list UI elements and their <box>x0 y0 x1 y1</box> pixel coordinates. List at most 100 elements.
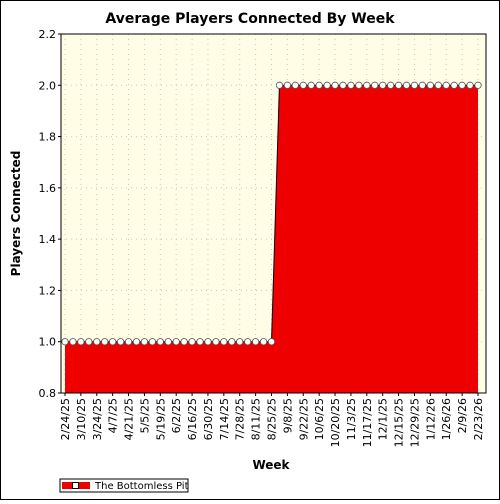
x-tick-label: 4/21/25 <box>123 398 136 440</box>
data-point <box>363 81 371 89</box>
data-point <box>109 338 117 346</box>
data-point <box>77 338 85 346</box>
y-tick-label: 1.6 <box>39 182 57 195</box>
data-point <box>387 81 395 89</box>
data-point <box>124 338 133 346</box>
data-point <box>148 338 156 346</box>
data-point <box>379 81 387 89</box>
x-tick-label: 8/25/25 <box>266 398 279 440</box>
x-axis: 2/24/25 3/10/25 3/24/25 4/7/25 4/21/25 5/5/25… <box>59 393 485 447</box>
data-point <box>371 81 379 89</box>
data-point <box>323 81 331 89</box>
data-point <box>267 338 276 346</box>
x-tick-label: 4/7/25 <box>107 398 120 433</box>
y-tick-label: 1.4 <box>39 233 57 246</box>
data-point <box>339 81 347 89</box>
data-point <box>69 338 77 346</box>
x-axis-label: Week <box>252 458 290 472</box>
data-point <box>355 81 363 89</box>
x-tick-label: 3/10/25 <box>75 398 88 440</box>
data-point <box>347 81 355 89</box>
x-tick-label: 8/11/25 <box>250 398 263 440</box>
data-point <box>188 338 196 346</box>
data-point <box>418 81 427 89</box>
y-axis-label: Players Connected <box>9 151 23 277</box>
x-tick-label: 12/1/25 <box>377 398 390 440</box>
x-tick-label: 10/6/25 <box>313 398 326 440</box>
data-point <box>220 338 228 346</box>
x-tick-label: 9/8/25 <box>281 398 294 433</box>
y-tick-label: 1.2 <box>39 284 57 297</box>
data-point <box>315 81 323 89</box>
data-point <box>331 81 339 89</box>
y-tick-label: 1.8 <box>39 131 57 144</box>
data-point <box>474 81 482 89</box>
legend-box <box>59 478 189 493</box>
x-tick-label: 5/5/25 <box>138 398 151 433</box>
data-point <box>164 338 172 346</box>
y-tick-label: 2.2 <box>39 28 57 41</box>
data-point <box>259 338 268 346</box>
data-point <box>410 81 419 89</box>
y-tick-label: 0.8 <box>39 387 57 400</box>
plot-border <box>60 33 487 394</box>
data-point <box>180 338 188 346</box>
data-point <box>275 81 284 89</box>
data-point <box>93 338 101 346</box>
data-point <box>450 81 458 89</box>
x-tick-label: 1/12/26 <box>424 398 437 440</box>
data-point <box>244 338 252 346</box>
data-point <box>394 81 403 89</box>
x-tick-label: 2/23/26 <box>472 398 485 440</box>
data-point <box>172 338 180 346</box>
x-tick-label: 5/19/25 <box>154 398 167 440</box>
x-tick-label: 12/29/25 <box>408 398 421 447</box>
data-point <box>116 338 125 346</box>
data-point <box>466 81 474 89</box>
series-layer <box>61 81 482 394</box>
data-point <box>85 338 93 346</box>
data-point <box>228 338 236 346</box>
data-point <box>140 338 149 346</box>
legend-marker <box>72 482 79 489</box>
x-tick-label: 12/15/25 <box>393 398 406 447</box>
data-point <box>458 81 466 89</box>
data-point <box>291 81 299 89</box>
x-tick-label: 6/2/25 <box>170 398 183 433</box>
legend: The Bottomless Pit <box>59 478 189 493</box>
x-tick-label: 7/28/25 <box>234 398 247 440</box>
x-tick-label: 7/14/25 <box>218 398 231 440</box>
x-tick-label: 2/9/26 <box>456 398 469 433</box>
data-point <box>101 338 109 346</box>
x-tick-label: 1/26/26 <box>440 398 453 440</box>
x-tick-label: 6/30/25 <box>202 398 215 440</box>
data-point <box>156 338 164 346</box>
x-tick-label: 9/22/25 <box>297 398 310 440</box>
x-tick-label: 6/16/25 <box>186 398 199 440</box>
data-point <box>61 338 69 346</box>
y-axis: 0.8 1.0 1.2 1.4 1.6 1.8 2.0 2.2 <box>39 28 61 400</box>
x-tick-label: 2/24/25 <box>59 398 72 440</box>
data-point <box>204 338 212 346</box>
data-point <box>402 81 411 89</box>
data-point <box>442 81 450 89</box>
x-tick-label: 11/17/25 <box>361 398 374 447</box>
x-tick-label: 11/3/25 <box>345 398 358 440</box>
chart-title: Average Players Connected By Week <box>105 11 395 27</box>
data-point <box>196 338 204 346</box>
data-point <box>434 81 442 89</box>
area-fill <box>65 85 478 394</box>
data-point <box>212 338 220 346</box>
data-point <box>426 81 434 89</box>
data-point <box>283 81 291 89</box>
x-tick-label: 10/20/25 <box>329 398 342 447</box>
y-tick-label: 2.0 <box>39 79 57 92</box>
data-point <box>299 81 307 89</box>
legend-label: The Bottomless Pit <box>94 481 189 492</box>
data-point <box>252 338 260 346</box>
data-point <box>307 81 315 89</box>
data-point <box>132 338 141 346</box>
data-point <box>236 338 244 346</box>
